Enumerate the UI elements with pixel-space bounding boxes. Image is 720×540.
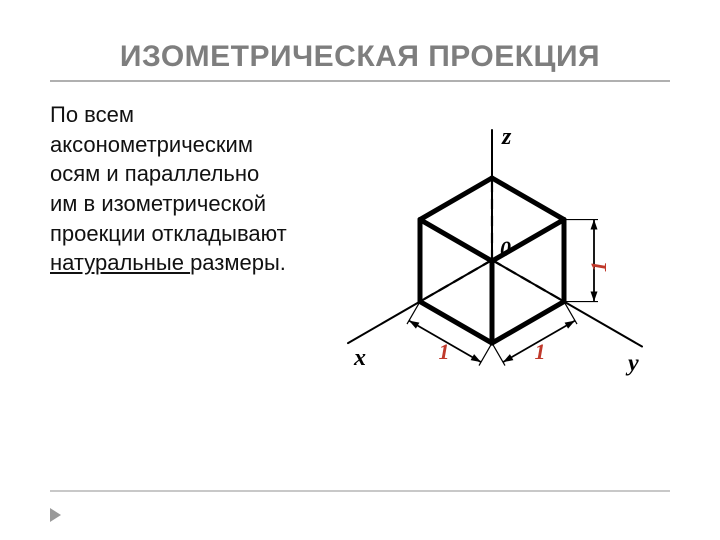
slide-title: ИЗОМЕТРИЧЕСКАЯ ПРОЕКЦИЯ [50, 40, 670, 74]
content-row: По всем аксонометрическим осям и паралле… [50, 100, 670, 400]
title-divider [50, 80, 670, 82]
svg-text:z: z [501, 124, 512, 150]
body-line-1: По всем [50, 102, 134, 127]
svg-text:1: 1 [534, 339, 545, 364]
cube-svg: 1 1 1 0 x y z [320, 100, 670, 400]
body-line-5: проекции откладывают [50, 221, 287, 246]
svg-text:x: x [353, 345, 366, 371]
slide: ИЗОМЕТРИЧЕСКАЯ ПРОЕКЦИЯ По всем аксономе… [0, 0, 720, 540]
next-arrow-icon[interactable] [50, 508, 61, 522]
body-line-4: им в изометрической [50, 191, 266, 216]
isometric-cube-figure: 1 1 1 0 x y z [320, 100, 670, 400]
svg-text:0: 0 [500, 236, 511, 261]
body-line-6a: натуральные [50, 250, 190, 275]
body-line-6b: размеры. [190, 250, 286, 275]
body-line-3: осям и параллельно [50, 161, 259, 186]
footer-divider [50, 490, 670, 492]
svg-text:1: 1 [586, 261, 611, 272]
svg-text:y: y [625, 351, 639, 377]
body-line-2: аксонометрическим [50, 132, 253, 157]
body-text: По всем аксонометрическим осям и паралле… [50, 100, 310, 400]
svg-text:1: 1 [439, 339, 450, 364]
